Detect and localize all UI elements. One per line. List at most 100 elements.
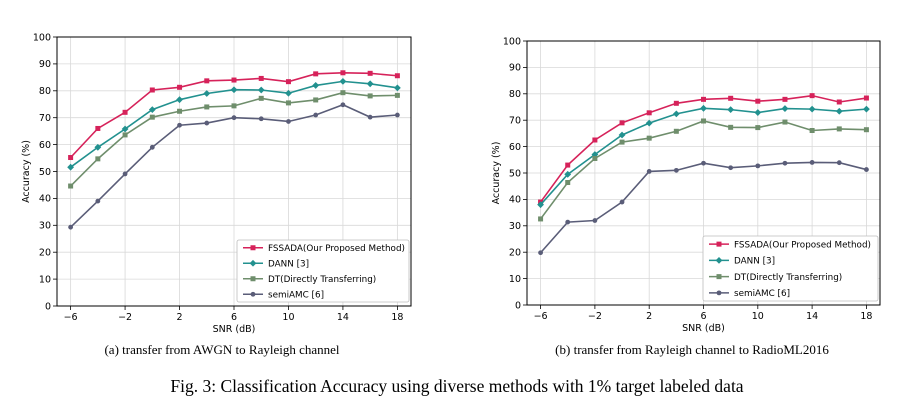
data-point-fssada (863, 95, 869, 101)
data-point-dann (564, 170, 572, 178)
y-tick-label: 90 (39, 59, 51, 70)
data-point-dt (177, 108, 183, 114)
data-point-fssada (258, 75, 264, 81)
data-point-fssada (394, 73, 400, 79)
data-point-dann (148, 106, 156, 114)
data-point-fssada (701, 96, 706, 102)
data-point-semiamc (95, 198, 101, 204)
legend-label-semiamc: semiAMC [6] (734, 289, 790, 299)
data-point-semiamc (619, 199, 625, 205)
y-tick-label: 20 (39, 248, 51, 259)
y-tick-label: 0 (515, 300, 521, 311)
legend-marker-dann (249, 259, 257, 267)
data-point-fssada (809, 93, 815, 99)
data-point-fssada (836, 99, 842, 105)
data-point-dann (67, 163, 75, 171)
legend-label-dt: DT(Directly Transferring) (734, 273, 842, 283)
data-point-fssada (565, 162, 571, 168)
data-point-fssada (592, 137, 598, 143)
subcaption-b: (b) transfer from Rayleigh channel to Ra… (555, 342, 829, 357)
y-tick-label: 60 (509, 142, 521, 153)
data-point-semiamc (538, 250, 543, 256)
data-point-dt (755, 125, 761, 131)
data-point-fssada (782, 96, 788, 102)
data-point-semiamc (728, 165, 734, 171)
data-point-dt (394, 92, 400, 98)
data-point-semiamc (782, 160, 788, 166)
x-tick-label: 10 (752, 311, 764, 322)
legend-label-fssada: FSSADA(Our Proposed Method) (734, 240, 871, 250)
data-point-fssada (340, 70, 346, 76)
data-point-dann (672, 110, 680, 118)
data-point-dann (618, 131, 626, 139)
y-tick-label: 30 (39, 221, 51, 232)
legend: FSSADA(Our Proposed Method) DANN [3] DT(Di… (236, 239, 410, 303)
data-point-fssada (231, 77, 237, 83)
data-point-fssada (177, 84, 183, 90)
data-point-fssada (122, 109, 128, 115)
data-point-dann (176, 96, 183, 104)
data-point-dann (366, 80, 374, 88)
data-point-dt (619, 139, 625, 145)
data-point-dt (340, 90, 346, 96)
data-point-semiamc (122, 171, 128, 177)
data-point-dt (149, 114, 155, 120)
x-tick-label: 2 (177, 312, 183, 323)
data-point-dt (122, 132, 128, 138)
data-point-semiamc (565, 219, 571, 225)
data-point-fssada (95, 125, 101, 131)
y-tick-label: 70 (39, 113, 51, 124)
x-tick-label: 18 (391, 312, 403, 323)
y-tick-label: 60 (39, 140, 51, 151)
legend-label-fssada: FSSADA(Our Proposed Method) (268, 244, 405, 254)
data-point-semiamc (367, 114, 373, 120)
panel-b: 0 10 20 30 40 50 60 70 80 90 100 −6 −2 2 6 10 14 18 SNR (d… (491, 36, 881, 334)
legend: FSSADA(Our Proposed Method) DANN [3] DT(Di… (702, 235, 879, 302)
data-point-dann (700, 104, 707, 112)
data-point-fssada (755, 98, 761, 104)
legend-label-dann: DANN [3] (734, 257, 775, 267)
data-point-fssada (367, 70, 373, 76)
data-point-fssada (619, 120, 625, 126)
data-point-dt (367, 93, 373, 99)
legend-marker-semiamc (716, 290, 722, 296)
data-point-fssada (673, 100, 679, 106)
y-tick-label: 100 (503, 36, 521, 47)
legend-marker-semiamc (250, 291, 256, 297)
data-point-dann (203, 90, 211, 97)
data-point-semiamc (809, 160, 815, 165)
data-point-semiamc (177, 122, 182, 128)
data-point-semiamc (755, 163, 761, 169)
x-tick-label: −6 (64, 312, 78, 323)
data-point-dann (808, 105, 816, 113)
data-point-dt (646, 135, 652, 141)
data-point-dt (285, 100, 291, 106)
data-point-dann (285, 89, 292, 97)
x-tick-label: −6 (534, 311, 548, 322)
data-point-semiamc (286, 119, 291, 124)
y-tick-label: 50 (39, 167, 51, 178)
legend-marker-dt (716, 274, 722, 280)
data-point-semiamc (836, 160, 842, 166)
data-point-fssada (204, 78, 210, 84)
x-tick-label: −2 (118, 312, 132, 323)
data-point-dt (592, 155, 598, 161)
data-point-semiamc (149, 144, 155, 150)
x-axis-label: SNR (dB) (682, 323, 725, 334)
data-point-semiamc (204, 120, 210, 126)
y-tick-label: 10 (509, 274, 521, 285)
data-point-dann (94, 143, 102, 151)
y-tick-label: 80 (509, 89, 521, 100)
data-point-dt (258, 95, 264, 101)
data-point-semiamc (673, 167, 679, 173)
data-point-dann (339, 77, 347, 85)
y-tick-label: 90 (509, 63, 521, 74)
y-tick-label: 70 (509, 116, 521, 127)
y-tick-label: 80 (39, 86, 51, 97)
data-point-semiamc (701, 160, 706, 166)
data-point-dt (204, 104, 210, 110)
legend-marker-fssada (250, 245, 256, 251)
data-point-dt (538, 216, 544, 222)
data-point-dt (701, 118, 706, 124)
data-point-dann (230, 86, 238, 94)
